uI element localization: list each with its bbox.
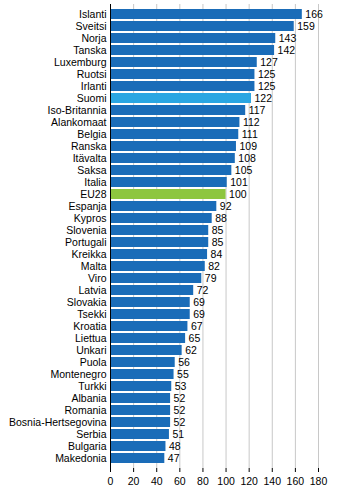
svg-text:79: 79	[205, 272, 217, 284]
svg-text:Kreikka: Kreikka	[71, 248, 106, 260]
svg-text:160: 160	[287, 475, 305, 487]
svg-text:Bosnia-Hertsegovina: Bosnia-Hertsegovina	[9, 416, 107, 428]
svg-text:Latvia: Latvia	[78, 284, 106, 296]
svg-text:Alankomaat: Alankomaat	[51, 116, 107, 128]
svg-text:112: 112	[243, 116, 260, 128]
svg-text:180: 180	[310, 475, 328, 487]
svg-text:159: 159	[297, 20, 315, 32]
svg-text:Serbia: Serbia	[76, 428, 107, 440]
svg-text:84: 84	[211, 248, 223, 260]
svg-text:Viro: Viro	[88, 272, 107, 284]
svg-text:Sveitsi: Sveitsi	[76, 20, 107, 32]
svg-text:Irlanti: Irlanti	[81, 80, 107, 92]
svg-text:55: 55	[177, 368, 189, 380]
svg-text:Iso-Britannia: Iso-Britannia	[48, 104, 107, 116]
svg-text:53: 53	[175, 380, 187, 392]
svg-text:120: 120	[240, 475, 258, 487]
svg-text:143: 143	[279, 32, 297, 44]
svg-text:85: 85	[212, 224, 224, 236]
svg-text:Norja: Norja	[81, 32, 106, 44]
svg-text:67: 67	[191, 320, 203, 332]
svg-text:Malta: Malta	[81, 260, 107, 272]
svg-text:Luxemburg: Luxemburg	[54, 56, 107, 68]
svg-text:48: 48	[169, 440, 181, 452]
svg-text:Suomi: Suomi	[77, 92, 107, 104]
svg-text:82: 82	[208, 260, 220, 272]
svg-text:65: 65	[189, 332, 201, 344]
svg-text:80: 80	[197, 475, 209, 487]
svg-text:Portugali: Portugali	[65, 236, 106, 248]
svg-text:122: 122	[254, 92, 272, 104]
svg-text:51: 51	[172, 428, 184, 440]
svg-text:40: 40	[151, 475, 163, 487]
svg-text:52: 52	[174, 416, 186, 428]
svg-text:Italia: Italia	[84, 176, 106, 188]
svg-text:47: 47	[168, 452, 180, 464]
svg-text:Slovenia: Slovenia	[66, 224, 106, 236]
svg-text:Espanja: Espanja	[69, 200, 107, 212]
svg-text:125: 125	[258, 68, 276, 80]
svg-text:166: 166	[305, 8, 323, 20]
svg-text:Slovakia: Slovakia	[67, 296, 107, 308]
svg-text:72: 72	[197, 284, 209, 296]
svg-text:Ranska: Ranska	[71, 140, 107, 152]
svg-text:101: 101	[230, 176, 248, 188]
svg-text:117: 117	[249, 104, 266, 116]
svg-text:125: 125	[258, 80, 276, 92]
svg-text:85: 85	[212, 236, 224, 248]
svg-text:127: 127	[260, 56, 278, 68]
svg-text:Liettua: Liettua	[75, 332, 107, 344]
svg-text:Belgia: Belgia	[77, 128, 106, 140]
svg-text:20: 20	[128, 475, 140, 487]
svg-text:0: 0	[108, 475, 114, 487]
svg-text:Montenegro: Montenegro	[50, 368, 106, 380]
svg-text:Romania: Romania	[64, 404, 106, 416]
svg-text:56: 56	[178, 356, 190, 368]
svg-text:EU28: EU28	[80, 188, 106, 200]
svg-text:111: 111	[242, 128, 258, 140]
svg-text:Tsekki: Tsekki	[77, 308, 106, 320]
svg-text:109: 109	[239, 140, 257, 152]
svg-text:Islanti: Islanti	[79, 8, 106, 20]
svg-text:92: 92	[220, 200, 232, 212]
svg-text:100: 100	[229, 188, 247, 200]
svg-text:140: 140	[264, 475, 282, 487]
svg-text:Tanska: Tanska	[73, 44, 106, 56]
svg-text:Turkki: Turkki	[78, 380, 106, 392]
svg-text:Itävalta: Itävalta	[73, 152, 107, 164]
svg-text:105: 105	[235, 164, 253, 176]
svg-text:Saksa: Saksa	[77, 164, 106, 176]
svg-text:Unkari: Unkari	[76, 344, 106, 356]
svg-text:142: 142	[278, 44, 296, 56]
svg-text:60: 60	[174, 475, 186, 487]
svg-text:Bulgaria: Bulgaria	[68, 440, 107, 452]
svg-text:108: 108	[238, 152, 256, 164]
svg-text:52: 52	[174, 404, 186, 416]
svg-text:52: 52	[174, 392, 186, 404]
svg-text:Albania: Albania	[71, 392, 106, 404]
svg-text:62: 62	[185, 344, 197, 356]
svg-text:100: 100	[217, 475, 235, 487]
svg-text:Ruotsi: Ruotsi	[77, 68, 107, 80]
svg-text:Kroatia: Kroatia	[73, 320, 106, 332]
svg-text:Puola: Puola	[80, 356, 107, 368]
svg-text:69: 69	[193, 308, 205, 320]
svg-text:69: 69	[193, 296, 205, 308]
svg-text:Makedonia: Makedonia	[55, 452, 107, 464]
svg-text:Kypros: Kypros	[74, 212, 107, 224]
svg-text:88: 88	[215, 212, 227, 224]
